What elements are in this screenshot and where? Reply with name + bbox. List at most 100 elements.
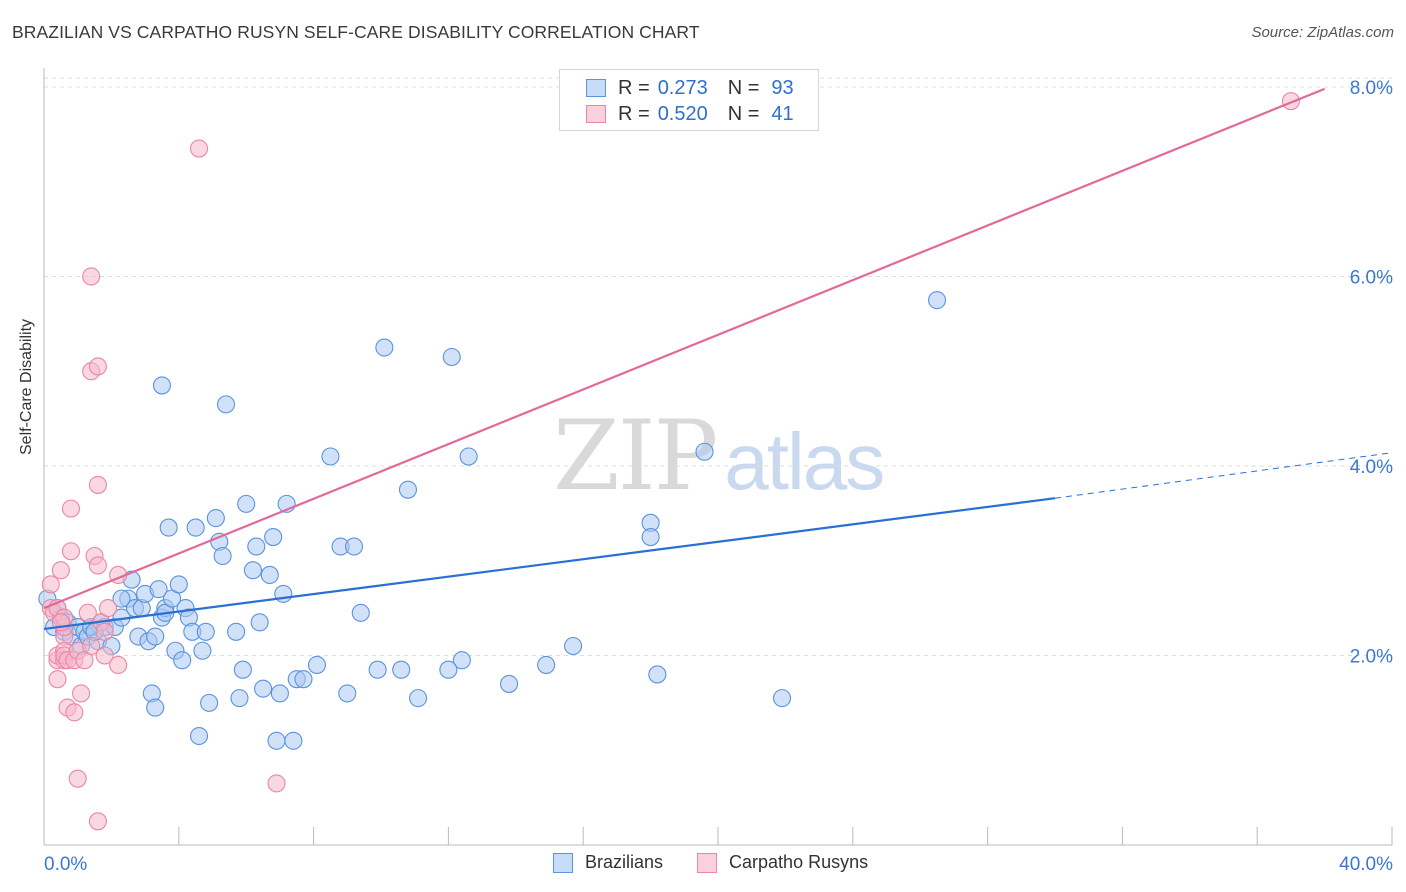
brazilian-point (169, 575, 188, 594)
correlation-legend: R = 0.273 N = 93 R = 0.520 N = 41 (559, 69, 819, 131)
legend-swatch-blue (586, 79, 606, 97)
r-label: R = (618, 102, 650, 125)
brazilian-point (344, 537, 364, 556)
carpatho-rusyns-series (41, 92, 1300, 831)
brazilian-point (338, 684, 357, 703)
brazilian-point (173, 651, 192, 670)
legend-swatch-blue (553, 852, 573, 873)
brazilian-point (146, 698, 165, 717)
legend-swatch-pink (586, 105, 606, 123)
y-axis-label: Self-Care Disability (18, 318, 35, 455)
y-tick-label: 8.0% (1350, 78, 1393, 99)
brazilians-trendline-extension (1054, 452, 1393, 499)
x-tick-label-max: 40.0% (1339, 854, 1393, 875)
brazilian-point (270, 684, 289, 703)
carpatho-rusyn-point (88, 475, 107, 494)
brazilian-point (452, 651, 471, 670)
x-tick-label-min: 0.0% (44, 854, 87, 875)
brazilian-point (152, 376, 171, 395)
carpatho-rusyn-point (267, 774, 286, 793)
brazilian-point (284, 731, 303, 750)
y-tick-label: 4.0% (1350, 457, 1393, 478)
brazilian-point (237, 494, 256, 513)
brazilian-point (294, 670, 313, 689)
carpatho-rusyn-point (65, 703, 84, 722)
brazilian-point (927, 291, 947, 310)
brazilian-point (230, 689, 249, 708)
brazilian-point (250, 613, 269, 632)
legend-row-carpatho-rusyns: R = 0.520 N = 41 (586, 103, 794, 125)
r-value: 0.520 (657, 102, 708, 125)
brazilian-point (409, 689, 428, 708)
brazilian-point (260, 565, 279, 584)
brazilian-point (149, 580, 168, 599)
brazilian-point (564, 636, 583, 656)
brazilian-point (321, 447, 340, 466)
r-value: 0.273 (657, 76, 708, 99)
brazilian-point (439, 660, 458, 679)
brazilian-point (537, 655, 556, 675)
legend-label-brazilians: Brazilians (585, 852, 664, 872)
legend-item-brazilians[interactable]: Brazilians (553, 852, 663, 873)
n-label: N = (727, 76, 760, 99)
brazilian-point (307, 655, 327, 675)
brazilian-point (641, 527, 660, 547)
brazilian-point (186, 518, 205, 537)
brazilian-point (459, 447, 478, 466)
brazilian-point (189, 726, 209, 746)
carpatho-rusyn-point (48, 670, 67, 689)
brazilians-trendline (43, 497, 1056, 631)
legend-swatch-pink (697, 852, 718, 873)
carpatho-rusyn-point (51, 561, 70, 580)
brazilian-point (264, 527, 283, 547)
carpatho-rusyn-point (98, 599, 118, 618)
brazilian-point (392, 660, 411, 679)
watermark-zip: ZIP (553, 400, 718, 512)
chart-title: BRAZILIAN VS CARPATHO RUSYN SELF-CARE DI… (12, 22, 700, 42)
brazilian-point (442, 347, 461, 367)
brazilian-point (500, 674, 519, 693)
n-value: 41 (771, 102, 794, 125)
brazilian-point (193, 641, 212, 660)
carpatho-rusyn-point (88, 556, 107, 575)
brazilian-point (243, 561, 262, 580)
brazilian-point (247, 537, 266, 556)
brazilians-series (38, 291, 947, 750)
brazilian-point (146, 627, 165, 646)
carpatho-rusyn-point (88, 357, 107, 376)
carpatho-rusyn-point (72, 684, 91, 703)
brazilian-point (227, 622, 246, 641)
source-label: Source: ZipAtlas.com (1251, 24, 1394, 41)
carpatho-rusyn-point (61, 499, 81, 518)
brazilian-point (772, 689, 792, 708)
watermark-atlas: atlas (724, 417, 885, 506)
carpatho-rusyn-point (88, 812, 107, 831)
carpatho-rusyn-point (95, 622, 114, 641)
brazilian-point (253, 679, 273, 698)
legend-row-brazilians: R = 0.273 N = 93 (586, 77, 794, 99)
brazilian-point (375, 338, 394, 357)
carpatho-rusyns-trendline (43, 87, 1326, 610)
carpatho-rusyn-point (61, 542, 81, 561)
r-label: R = (618, 76, 650, 99)
brazilian-point (216, 395, 236, 414)
brazilian-point (233, 660, 252, 679)
carpatho-rusyn-point (82, 267, 101, 286)
brazilian-point (695, 442, 714, 461)
legend-item-carpatho-rusyns[interactable]: Carpatho Rusyns (697, 852, 868, 873)
brazilian-point (648, 665, 667, 684)
carpatho-rusyn-point (189, 139, 209, 158)
series-legend: Brazilians Carpatho Rusyns (553, 852, 902, 873)
carpatho-rusyn-point (41, 575, 60, 594)
legend-label-carpatho-rusyns: Carpatho Rusyns (729, 852, 869, 872)
brazilian-point (213, 546, 232, 566)
n-value: 93 (771, 76, 794, 99)
brazilian-point (351, 603, 370, 622)
carpatho-rusyn-point (109, 655, 128, 675)
brazilian-point (196, 622, 215, 641)
carpatho-rusyn-point (82, 636, 101, 656)
brazilian-point (267, 731, 286, 750)
brazilian-point (200, 693, 219, 712)
brazilian-point (159, 518, 178, 537)
